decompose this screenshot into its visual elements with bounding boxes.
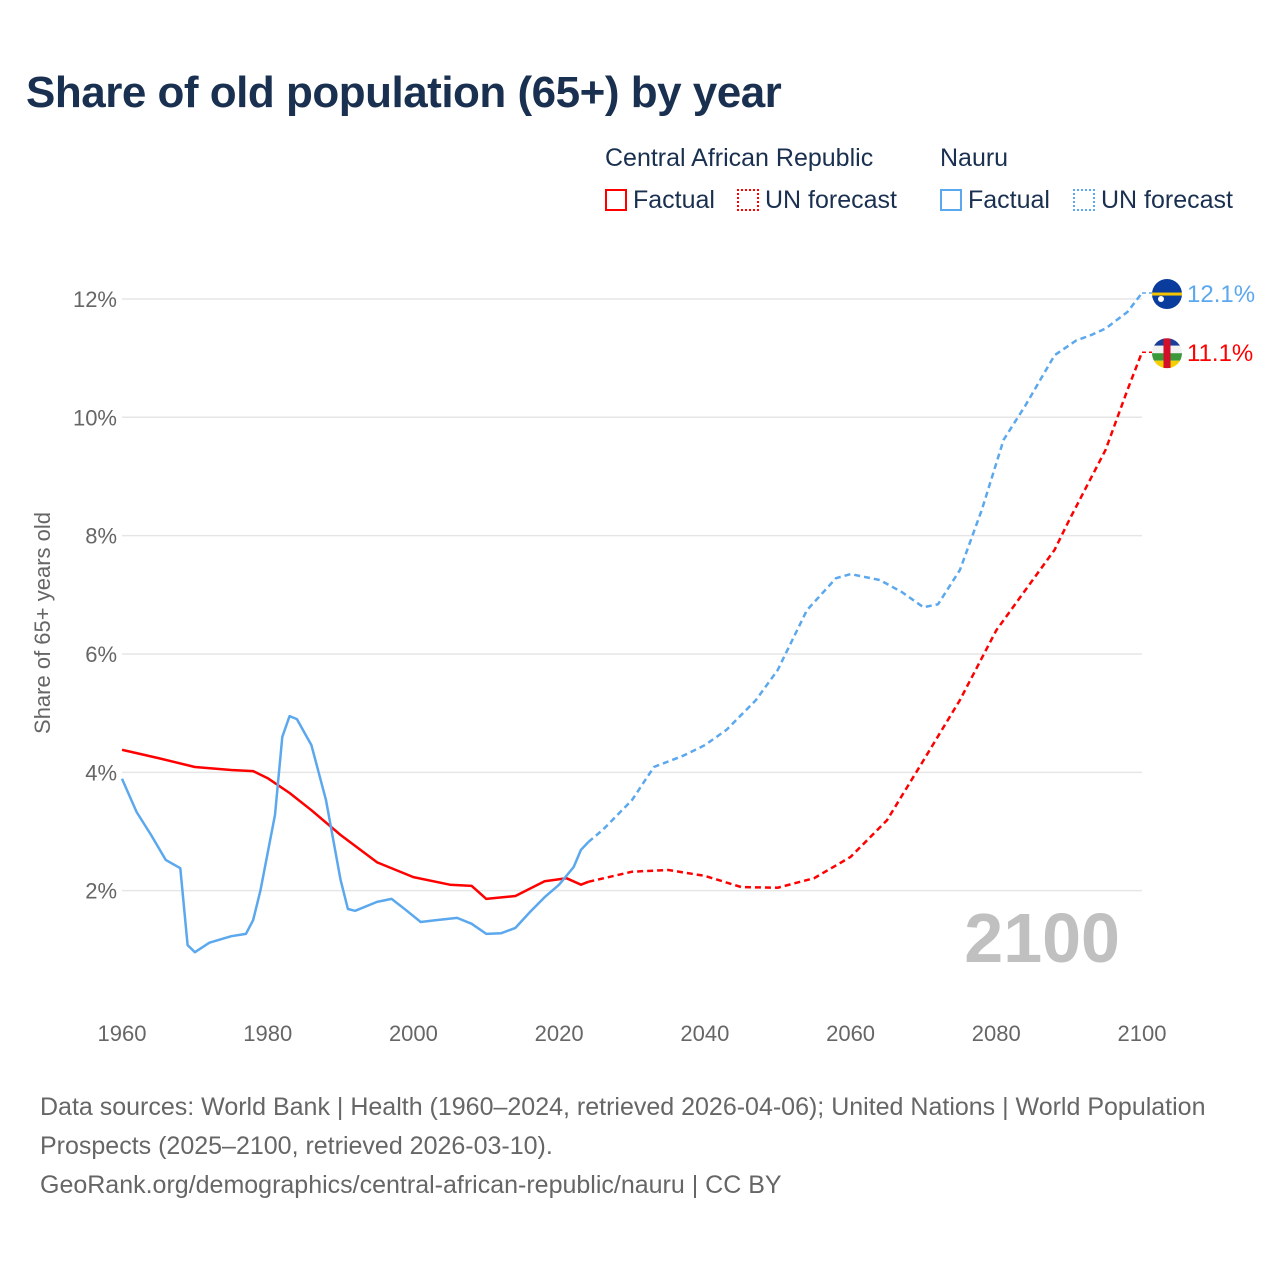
x-tick-label: 2040 xyxy=(680,1021,729,1046)
nauru-forecast-line xyxy=(587,292,1143,844)
plot-area: 2% 4% 6% 8% 10% 12% 1960 1980 2000 2020 2040 2060 20… xyxy=(30,279,1255,1046)
y-tick-label: 4% xyxy=(85,760,117,785)
legend-swatch xyxy=(605,189,627,211)
legend-nauru-factual[interactable]: Factual xyxy=(940,186,1050,215)
y-tick-label: 8% xyxy=(85,524,117,549)
x-tick-label: 2080 xyxy=(972,1021,1021,1046)
data-sources: Data sources: World Bank | Health (1960–… xyxy=(40,1093,1206,1160)
legend-label: Factual xyxy=(968,186,1050,214)
flag-star xyxy=(1158,296,1164,303)
y-tick-label: 2% xyxy=(85,879,117,904)
legend-group-nauru: Nauru xyxy=(940,144,1009,172)
y-tick-label: 12% xyxy=(73,287,117,312)
nauru-end-value: 12.1% xyxy=(1187,281,1255,308)
x-tick-label: 1960 xyxy=(98,1021,147,1046)
year-watermark: 2100 xyxy=(964,899,1120,977)
flag-vertical-band xyxy=(1163,338,1171,369)
legend-car-factual[interactable]: Factual xyxy=(605,186,715,215)
car-factual-line xyxy=(121,748,589,901)
y-axis-label: Share of 65+ years old xyxy=(30,512,55,734)
x-tick-label: 2060 xyxy=(826,1021,875,1046)
x-tick-label: 1980 xyxy=(243,1021,292,1046)
y-tick-label: 10% xyxy=(73,405,117,430)
chart-title: Share of old population (65+) by year xyxy=(26,68,782,117)
legend-swatch xyxy=(940,189,962,211)
legend-label: Factual xyxy=(633,186,715,214)
car-flag-icon xyxy=(1152,338,1182,369)
legend-nauru-forecast[interactable]: UN forecast xyxy=(1073,186,1233,215)
car-end-value: 11.1% xyxy=(1187,340,1253,367)
x-tick-label: 2000 xyxy=(389,1021,438,1046)
legend-car-forecast[interactable]: UN forecast xyxy=(737,186,897,215)
flag-body xyxy=(1152,338,1182,369)
car-forecast-line xyxy=(588,351,1144,889)
legend-label: UN forecast xyxy=(1101,186,1233,214)
y-tick-label: 6% xyxy=(85,642,117,667)
x-tick-label: 2020 xyxy=(535,1021,584,1046)
flag-stripe xyxy=(1152,292,1182,296)
nauru-flag-icon xyxy=(1152,279,1182,310)
x-tick-label: 2100 xyxy=(1118,1021,1167,1046)
legend-swatch xyxy=(737,189,759,211)
nauru-factual-line xyxy=(120,714,590,954)
legend-group-car: Central African Republic xyxy=(605,144,874,172)
legend-swatch xyxy=(1073,189,1095,211)
source-link[interactable]: GeoRank.org/demographics/central-african… xyxy=(40,1171,782,1199)
footer: Data sources: World Bank | Health (1960–… xyxy=(40,1088,1240,1205)
legend-label: UN forecast xyxy=(765,186,897,214)
